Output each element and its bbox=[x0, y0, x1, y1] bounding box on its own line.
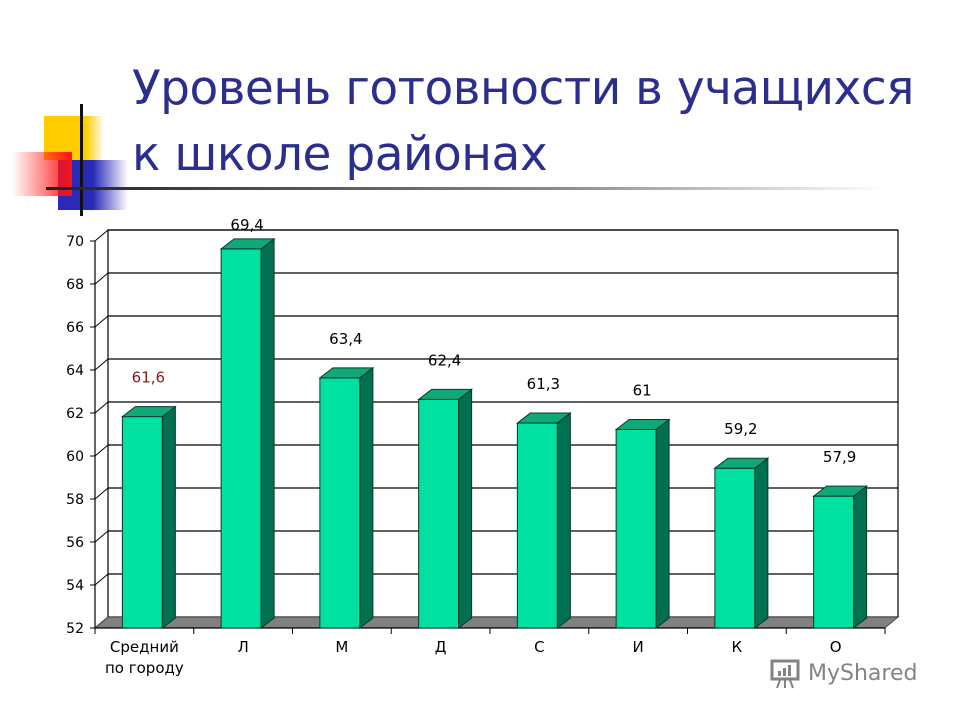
category-label: по городу bbox=[105, 659, 184, 677]
slide-title: Уровень готовности в учащихся к школе ра… bbox=[132, 56, 952, 188]
category-label: М bbox=[335, 638, 348, 656]
y-tick-label: 54 bbox=[66, 578, 84, 594]
value-label: 61,6 bbox=[132, 369, 165, 387]
value-label: 62,4 bbox=[428, 351, 461, 369]
bar bbox=[515, 412, 572, 630]
y-tick-label: 66 bbox=[66, 320, 84, 336]
bar bbox=[614, 418, 671, 630]
category-label: Л bbox=[237, 638, 248, 656]
bar bbox=[417, 388, 474, 630]
bar bbox=[318, 366, 375, 630]
y-tick-label: 56 bbox=[66, 535, 84, 551]
value-label: 57,9 bbox=[823, 448, 856, 466]
bar bbox=[219, 237, 276, 630]
bar bbox=[812, 485, 869, 630]
y-tick-label: 70 bbox=[66, 234, 84, 250]
value-label: 59,2 bbox=[724, 420, 757, 438]
value-label: 61,3 bbox=[527, 375, 560, 393]
bar bbox=[120, 405, 177, 630]
title-decoration bbox=[12, 104, 886, 216]
y-tick-label: 64 bbox=[66, 363, 84, 379]
watermark: MyShared bbox=[768, 656, 917, 690]
category-label: Средний bbox=[110, 638, 179, 656]
bar bbox=[713, 457, 770, 630]
category-label: К bbox=[732, 638, 743, 656]
presentation-icon bbox=[770, 659, 800, 689]
watermark-text: MyShared bbox=[808, 660, 918, 686]
category-label: С bbox=[534, 638, 544, 656]
title-underline bbox=[46, 187, 886, 190]
title-line-1: Уровень готовности в учащихся bbox=[132, 61, 914, 116]
y-tick-label: 52 bbox=[66, 621, 84, 637]
y-tick-label: 68 bbox=[66, 277, 84, 293]
y-tick-label: 58 bbox=[66, 492, 84, 508]
category-label: О bbox=[830, 638, 842, 656]
title-line-2: к школе районах bbox=[132, 127, 548, 182]
y-tick-label: 60 bbox=[66, 449, 84, 465]
value-label: 61 bbox=[633, 382, 652, 400]
category-label: И bbox=[633, 638, 644, 656]
y-tick-label: 62 bbox=[66, 406, 84, 422]
value-label: 69,4 bbox=[230, 216, 263, 234]
value-label: 63,4 bbox=[329, 330, 362, 348]
category-label: Д bbox=[435, 638, 447, 656]
